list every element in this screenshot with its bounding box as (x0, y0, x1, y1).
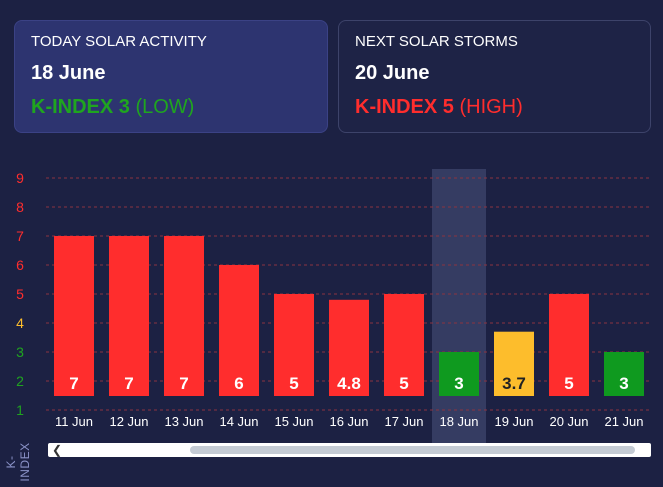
next-k-index-value: K-INDEX 5 (355, 96, 454, 118)
x-tick-label: 14 Jun (219, 414, 258, 429)
x-tick-label: 17 Jun (384, 414, 423, 429)
bar (439, 352, 479, 396)
highlight-band (432, 169, 486, 449)
k-index-bar-chart: 1 2 3 4 5 6 7 8 9 7 11 Jun 7 12 Jun 7 13 Jun 6 14 Jun 5 15… (16, 169, 650, 449)
next-card-title: NEXT SOLAR STORMS (355, 33, 518, 50)
bar-value-label: 3.7 (502, 374, 526, 393)
bar (329, 299, 369, 396)
bar (164, 236, 204, 396)
bar-value-label: 5 (399, 374, 408, 393)
bar (219, 265, 259, 396)
x-tick-label: 13 Jun (164, 414, 203, 429)
today-k-index: K-INDEX 3 (LOW) (31, 95, 311, 119)
x-tick-label: 12 Jun (109, 414, 148, 429)
bar (384, 294, 424, 396)
scroll-thumb[interactable] (190, 446, 635, 454)
y-tick-label: 9 (16, 170, 24, 186)
bar (549, 294, 589, 396)
y-tick-label: 2 (16, 373, 24, 389)
bar-value-label: 3 (454, 374, 463, 393)
x-tick-label: 19 Jun (494, 414, 533, 429)
y-tick-label: 8 (16, 199, 24, 215)
scroll-left-arrow-icon[interactable]: ❮ (51, 443, 63, 457)
bar (604, 352, 644, 396)
bar-value-label: 7 (124, 374, 133, 393)
bar-value-label: 4.8 (337, 374, 361, 393)
x-tick-label: 20 Jun (549, 414, 588, 429)
today-activity-card: TODAY SOLAR ACTIVITY 18 June K-INDEX 3 (… (14, 20, 328, 133)
today-k-index-level: (LOW) (135, 96, 195, 118)
today-k-index-value: K-INDEX 3 (31, 96, 130, 118)
bar (274, 294, 314, 396)
today-card-title: TODAY SOLAR ACTIVITY (31, 33, 207, 50)
chart-horizontal-scrollbar[interactable]: ❮ (48, 443, 651, 457)
bar (494, 331, 534, 396)
bar-value-label: 3 (619, 374, 628, 393)
x-tick-label: 16 Jun (329, 414, 368, 429)
bar (109, 236, 149, 396)
bar-value-label: 6 (234, 374, 243, 393)
bar-value-label: 5 (289, 374, 298, 393)
bar-value-label: 5 (564, 374, 573, 393)
next-storms-card: NEXT SOLAR STORMS 20 June K-INDEX 5 (HIG… (338, 20, 651, 133)
y-tick-label: 3 (16, 344, 24, 360)
bar-value-label: 7 (179, 374, 188, 393)
y-tick-label: 4 (16, 315, 24, 331)
y-axis-label: K-INDEX (4, 442, 32, 482)
bar-value-label: 7 (69, 374, 78, 393)
x-tick-label: 21 Jun (604, 414, 643, 429)
y-tick-label: 1 (16, 402, 24, 418)
y-tick-label: 5 (16, 286, 24, 302)
next-k-index: K-INDEX 5 (HIGH) (355, 95, 634, 119)
y-tick-label: 6 (16, 257, 24, 273)
bar (54, 236, 94, 396)
next-k-index-level: (HIGH) (459, 96, 523, 118)
x-tick-label: 15 Jun (274, 414, 313, 429)
today-card-date: 18 June (31, 62, 106, 84)
x-tick-label: 18 Jun (439, 414, 478, 429)
next-card-date: 20 June (355, 62, 430, 84)
x-tick-label: 11 Jun (55, 414, 93, 429)
y-tick-label: 7 (16, 228, 24, 244)
